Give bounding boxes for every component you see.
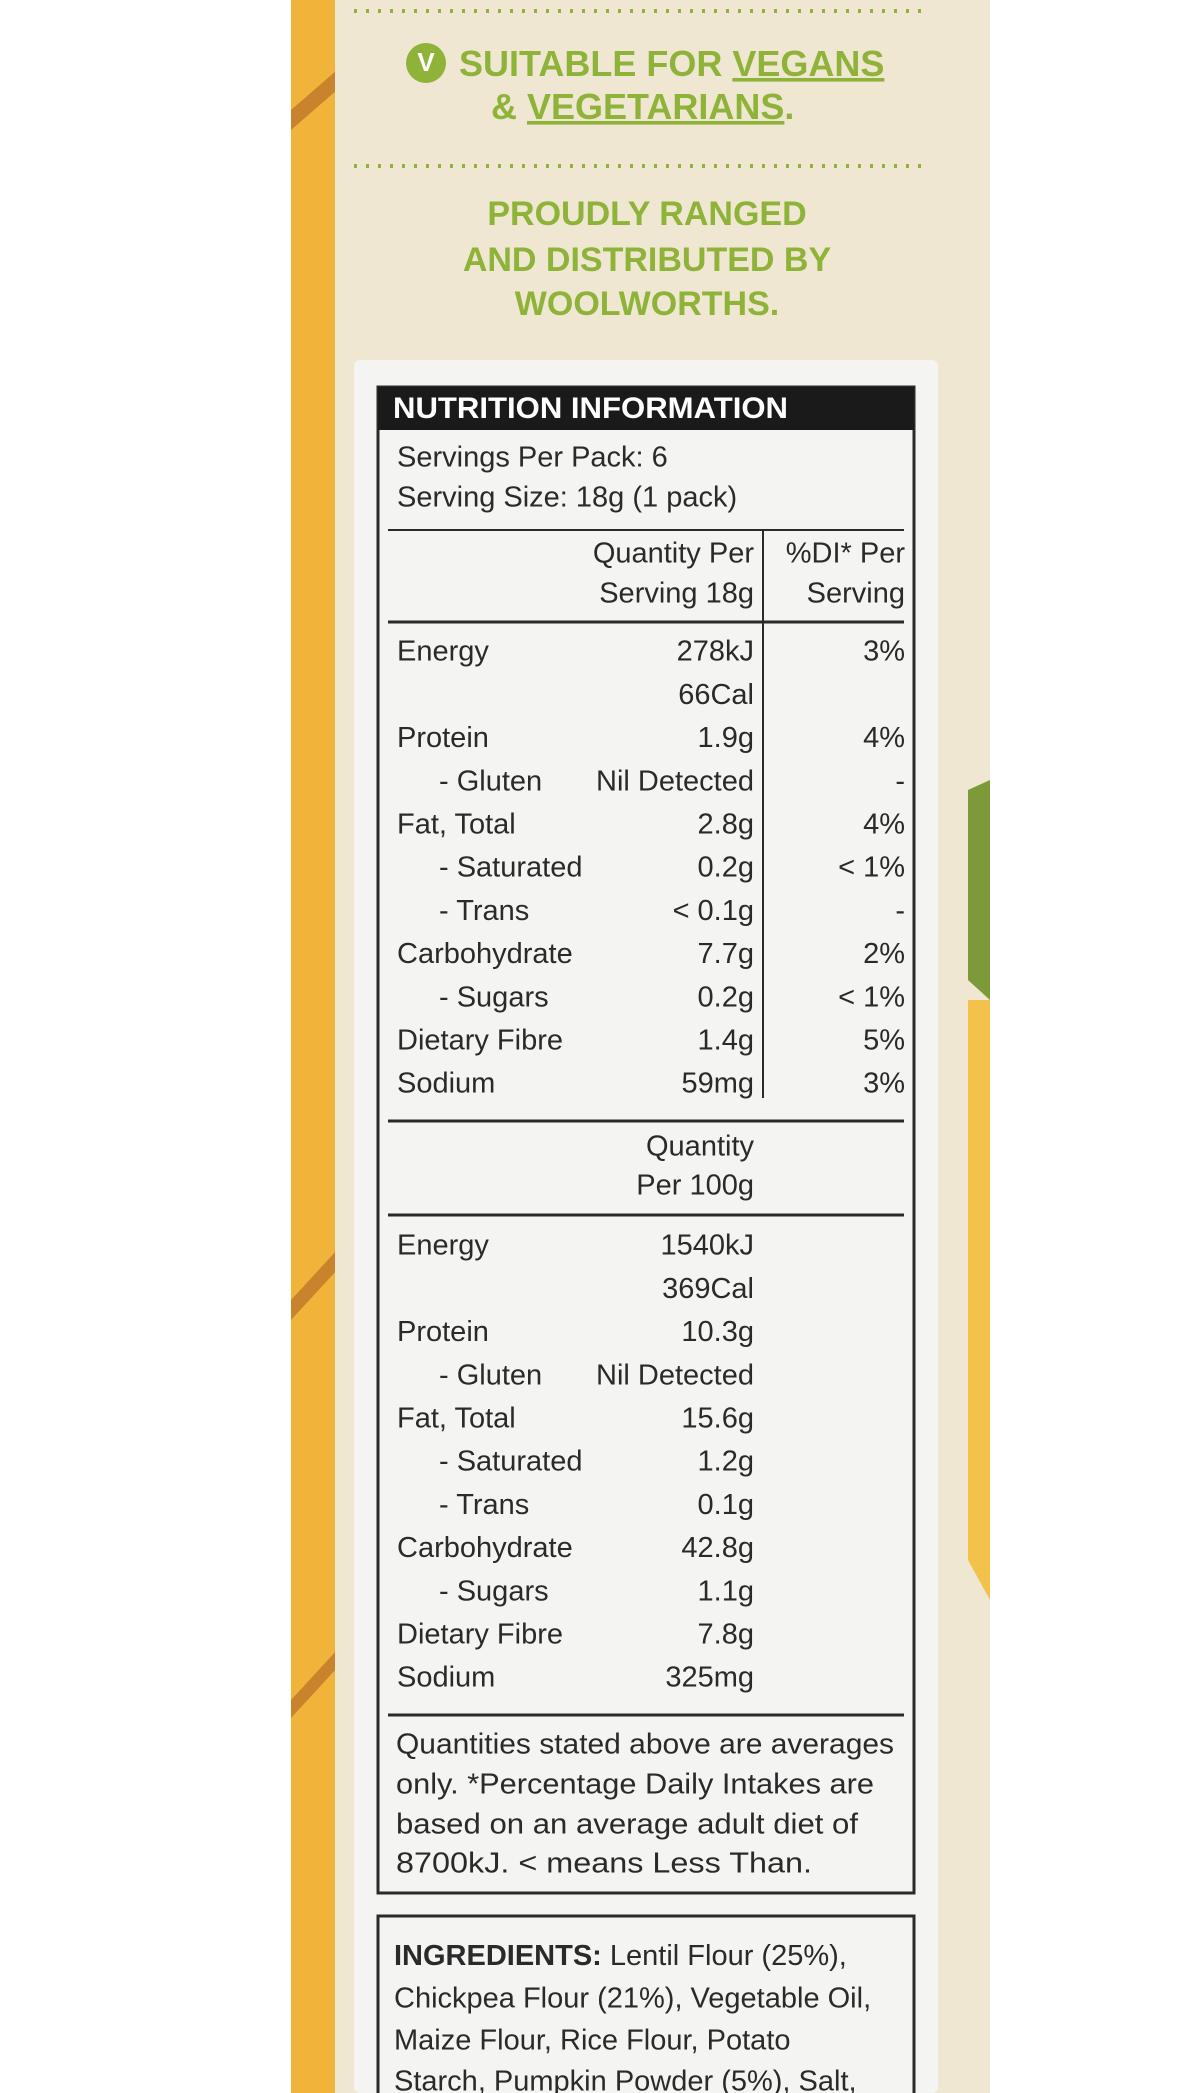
col-header: %DI* Per bbox=[786, 538, 906, 570]
qty-value: < 0.1g bbox=[673, 895, 754, 927]
claim-text: SUITABLE FOR VEGANS bbox=[459, 43, 884, 84]
qty-value: 1540kJ bbox=[660, 1230, 754, 1262]
qty-value: 59mg bbox=[681, 1068, 754, 1100]
di-value: - bbox=[895, 765, 905, 797]
claim-part: SUITABLE FOR bbox=[459, 43, 732, 84]
qty-value: 66Cal bbox=[678, 679, 754, 711]
qty-value: 1.9g bbox=[698, 722, 754, 754]
nutrient-name: Sodium bbox=[397, 1068, 495, 1100]
ranged-text: PROUDLY RANGED bbox=[487, 195, 806, 233]
nutrient-name: Fat, Total bbox=[397, 808, 516, 840]
nutrient-name: - Sugars bbox=[439, 981, 549, 1013]
di-value: 2% bbox=[863, 938, 905, 970]
orange-strip bbox=[291, 0, 337, 2093]
qty-value: 42.8g bbox=[681, 1532, 754, 1564]
qty-value: 1.2g bbox=[698, 1446, 754, 1478]
di-value: 3% bbox=[863, 636, 905, 668]
servings: Serving Size: 18g (1 pack) bbox=[397, 482, 737, 514]
ingredients-part: Lentil Flour (25%), bbox=[602, 1940, 847, 1972]
nutrition-panel bbox=[354, 360, 938, 2093]
footnote: only. *Percentage Daily Intakes are bbox=[396, 1769, 874, 1801]
ingredients-line: Chickpea Flour (21%), Vegetable Oil, bbox=[394, 1983, 871, 2015]
nutrient-name: Dietary Fibre bbox=[397, 1024, 563, 1056]
qty-value: 278kJ bbox=[677, 636, 754, 668]
nutrient-name: - Gluten bbox=[439, 1359, 542, 1391]
di-value: < 1% bbox=[838, 852, 905, 884]
ranged-text: AND DISTRIBUTED BY bbox=[463, 241, 832, 279]
qty-value: 0.2g bbox=[698, 981, 754, 1013]
qty-value: 0.1g bbox=[698, 1489, 754, 1521]
nutrient-name: Sodium bbox=[397, 1662, 495, 1694]
nutrient-name: - Saturated bbox=[439, 852, 582, 884]
nutrient-name: Energy bbox=[397, 636, 489, 668]
qty-value: 15.6g bbox=[681, 1402, 754, 1434]
col-header: Serving 18g bbox=[599, 578, 754, 610]
nutrient-name: Protein bbox=[397, 1316, 489, 1348]
ingredients-part: INGREDIENTS: bbox=[394, 1940, 602, 1972]
qty-value: 2.8g bbox=[698, 808, 754, 840]
di-value: < 1% bbox=[838, 981, 905, 1013]
claim-part: VEGANS bbox=[732, 43, 884, 84]
strip-pattern bbox=[291, 70, 337, 1718]
nutrient-name: - Trans bbox=[439, 895, 529, 927]
qty-value: 1.1g bbox=[698, 1575, 754, 1607]
qty-value: 1.4g bbox=[698, 1024, 754, 1056]
badge-letter: V bbox=[417, 47, 435, 77]
qty-value: Nil Detected bbox=[596, 765, 754, 797]
nutrient-name: Energy bbox=[397, 1230, 489, 1262]
nutrient-name: - Gluten bbox=[439, 765, 542, 797]
footnote: based on an average adult diet of bbox=[396, 1809, 859, 1841]
claim-part: VEGETARIANS bbox=[527, 86, 784, 127]
col-header: Quantity Per bbox=[593, 538, 755, 570]
ingredients-line: INGREDIENTS: Lentil Flour (25%), bbox=[394, 1940, 847, 1972]
di-value: - bbox=[895, 895, 905, 927]
qty-value: Nil Detected bbox=[596, 1359, 754, 1391]
di-value: 3% bbox=[863, 1068, 905, 1100]
table-title: NUTRITION INFORMATION bbox=[393, 392, 788, 425]
ingredients-line: Maize Flour, Rice Flour, Potato bbox=[394, 2025, 791, 2057]
ranged-text: WOOLWORTHS. bbox=[515, 285, 779, 323]
nutrient-name: - Trans bbox=[439, 1489, 529, 1521]
di-value: 4% bbox=[863, 808, 905, 840]
di-value: 4% bbox=[863, 722, 905, 754]
col-header: Serving bbox=[807, 578, 905, 610]
footnote: Quantities stated above are averages bbox=[396, 1729, 894, 1761]
yellow-edge bbox=[968, 1000, 990, 1600]
qty-value: 0.2g bbox=[698, 852, 754, 884]
qty-value: 325mg bbox=[665, 1662, 754, 1694]
qty-value: 7.8g bbox=[698, 1618, 754, 1650]
claim-text: & VEGETARIANS. bbox=[491, 86, 794, 127]
nutrient-name: Dietary Fibre bbox=[397, 1618, 563, 1650]
qty-value: 10.3g bbox=[681, 1316, 754, 1348]
nutrient-name: Carbohydrate bbox=[397, 938, 573, 970]
title-band bbox=[378, 387, 914, 430]
footnote: 8700kJ. < means Less Than. bbox=[396, 1848, 812, 1880]
claim-part: & bbox=[491, 86, 527, 127]
col-header: Per 100g bbox=[636, 1170, 754, 1202]
claim-part: . bbox=[784, 86, 794, 127]
qty-value: 369Cal bbox=[662, 1273, 754, 1305]
di-value: 5% bbox=[863, 1024, 905, 1056]
nutrient-name: Protein bbox=[397, 722, 489, 754]
qty-value: 7.7g bbox=[698, 938, 754, 970]
ingredients-box bbox=[376, 1914, 916, 2093]
servings: Servings Per Pack: 6 bbox=[397, 442, 668, 474]
vegan-badge bbox=[406, 43, 446, 83]
nutrient-name: - Saturated bbox=[439, 1446, 582, 1478]
nutrient-name: Fat, Total bbox=[397, 1402, 516, 1434]
nutrient-name: Carbohydrate bbox=[397, 1532, 573, 1564]
nutrient-name: - Sugars bbox=[439, 1575, 549, 1607]
ingredients-line: Starch, Pumpkin Powder (5%), Salt, bbox=[394, 2066, 857, 2093]
col-header: Quantity bbox=[646, 1131, 754, 1163]
leaf bbox=[968, 780, 990, 1000]
